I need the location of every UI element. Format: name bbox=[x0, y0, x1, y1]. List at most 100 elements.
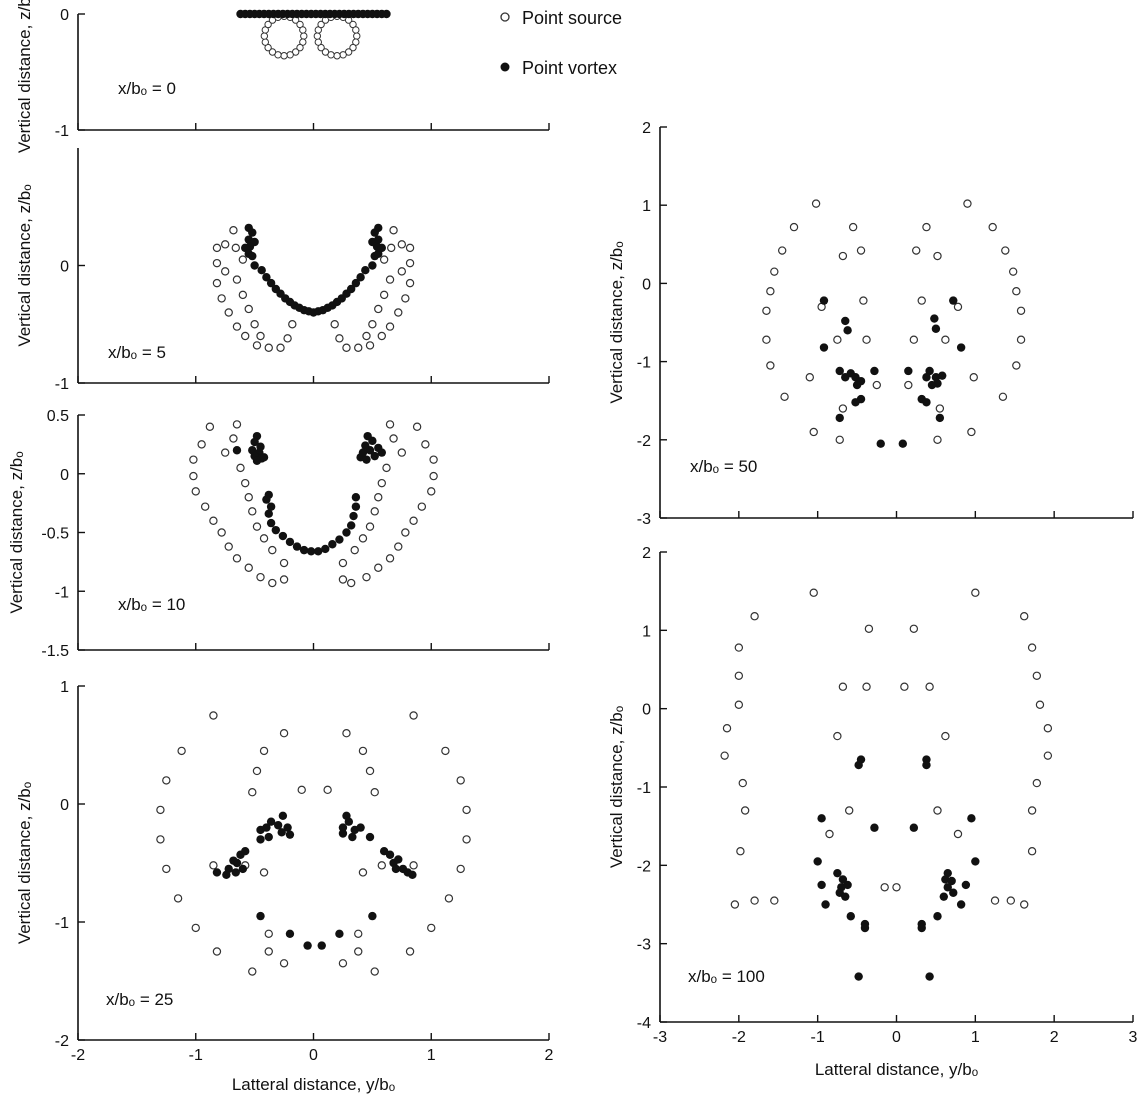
point-source-marker bbox=[462, 835, 471, 844]
point-vortex-marker bbox=[262, 273, 271, 282]
point-vortex-marker bbox=[351, 502, 361, 511]
point-source-marker bbox=[339, 51, 347, 59]
point-source-marker bbox=[220, 448, 230, 457]
point-source-marker bbox=[268, 48, 277, 56]
point-vortex-marker bbox=[338, 823, 348, 832]
point-source-marker bbox=[217, 528, 226, 537]
point-source-marker bbox=[456, 864, 465, 874]
point-source-marker bbox=[409, 711, 418, 720]
point-vortex-marker bbox=[860, 923, 870, 933]
point-source-marker bbox=[988, 222, 997, 232]
point-source-marker bbox=[248, 788, 257, 797]
point-source-marker bbox=[283, 334, 292, 343]
panel-annotation: x/bₒ = 0 bbox=[118, 79, 176, 98]
point-source-marker bbox=[833, 731, 842, 741]
point-vortex-marker bbox=[365, 832, 375, 842]
point-vortex-marker bbox=[262, 495, 271, 504]
point-source-marker bbox=[750, 612, 759, 621]
point-vortex-marker bbox=[256, 835, 265, 844]
point-source-marker bbox=[722, 724, 732, 733]
point-source-marker bbox=[736, 847, 745, 856]
point-vortex-marker bbox=[306, 547, 316, 556]
point-source-marker bbox=[264, 929, 273, 939]
point-source-marker bbox=[750, 896, 759, 905]
point-vortex-marker bbox=[933, 912, 942, 921]
point-vortex-marker bbox=[967, 814, 976, 823]
point-vortex-marker bbox=[314, 547, 323, 556]
point-vortex-marker bbox=[898, 439, 908, 448]
point-source-marker bbox=[770, 267, 779, 276]
point-vortex-marker bbox=[321, 544, 330, 554]
point-vortex-marker bbox=[961, 880, 971, 890]
y-axis-label: Vertical distance, z/bₒ bbox=[15, 0, 34, 153]
point-vortex-marker bbox=[938, 371, 947, 380]
point-vortex-marker bbox=[949, 296, 958, 305]
point-vortex-marker bbox=[266, 502, 276, 511]
point-source-marker bbox=[244, 304, 253, 314]
point-vortex-marker bbox=[266, 817, 276, 826]
panel-annotation: x/bₒ = 10 bbox=[118, 595, 185, 614]
y-tick-label: 0 bbox=[60, 7, 69, 24]
point-vortex-marker bbox=[925, 972, 934, 981]
point-source-marker bbox=[1027, 806, 1037, 815]
point-source-marker bbox=[456, 776, 465, 785]
point-source-marker bbox=[900, 682, 909, 691]
point-source-marker bbox=[925, 682, 934, 691]
point-source-marker bbox=[264, 20, 272, 29]
point-source-marker bbox=[833, 335, 842, 344]
y-tick-label: 0.5 bbox=[47, 408, 69, 425]
point-source-marker bbox=[244, 493, 253, 502]
point-source-marker bbox=[909, 335, 919, 344]
legend-vortex-marker bbox=[500, 62, 510, 72]
point-source-marker bbox=[933, 251, 942, 261]
point-source-marker bbox=[200, 502, 210, 511]
point-source-marker bbox=[231, 243, 240, 253]
y-tick-label: -3 bbox=[637, 511, 651, 528]
point-vortex-marker bbox=[870, 366, 879, 376]
point-source-marker bbox=[862, 335, 871, 344]
point-vortex-marker bbox=[851, 398, 860, 407]
panel-5: -3 -2 -1 0 1 2 Vertical distance, z/bₒ x/bₒ = 5… bbox=[607, 120, 1134, 528]
point-vortex-marker bbox=[922, 373, 931, 382]
point-source-marker bbox=[777, 246, 787, 255]
panel-annotation: x/bₒ = 5 bbox=[108, 343, 166, 362]
x-tick-label: -2 bbox=[732, 1029, 746, 1046]
point-vortex-marker bbox=[299, 545, 309, 555]
point-vortex-marker bbox=[344, 817, 354, 826]
x-tick-label: -1 bbox=[189, 1047, 203, 1064]
point-source-marker bbox=[313, 32, 322, 40]
point-source-marker bbox=[354, 343, 363, 352]
point-source-marker bbox=[405, 278, 415, 288]
point-source-marker bbox=[941, 731, 950, 741]
point-source-marker bbox=[362, 331, 371, 341]
y-tick-label: -1 bbox=[55, 123, 69, 140]
point-vortex-marker bbox=[361, 266, 370, 275]
point-vortex-marker bbox=[394, 855, 403, 864]
point-source-marker bbox=[220, 240, 230, 249]
point-vortex-marker bbox=[374, 235, 383, 244]
point-source-marker bbox=[394, 542, 403, 551]
point-source-marker bbox=[825, 829, 834, 839]
panel-1: -1 0 Vertical distance, z/bₒ x/bₒ = 0 bbox=[15, 0, 550, 153]
point-source-marker bbox=[963, 199, 972, 208]
point-source-marker bbox=[197, 440, 206, 449]
point-source-marker bbox=[232, 275, 242, 284]
point-vortex-marker bbox=[841, 316, 850, 326]
point-vortex-marker bbox=[259, 453, 269, 462]
y-tick-label: -4 bbox=[637, 1015, 651, 1032]
point-source-marker bbox=[354, 947, 363, 956]
point-source-marker bbox=[191, 487, 200, 496]
y-tick-label: 0 bbox=[60, 259, 69, 276]
point-vortex-marker bbox=[348, 832, 357, 842]
point-source-marker bbox=[1032, 671, 1042, 680]
point-vortex-marker bbox=[949, 888, 958, 897]
point-source-marker bbox=[248, 967, 257, 976]
y-tick-label: -1 bbox=[55, 584, 69, 601]
point-source-marker bbox=[1012, 361, 1021, 370]
point-source-marker bbox=[862, 682, 871, 691]
point-source-marker bbox=[217, 294, 226, 303]
point-source-marker bbox=[212, 278, 222, 288]
point-source-marker bbox=[299, 26, 307, 34]
point-vortex-marker bbox=[922, 760, 931, 770]
point-vortex-marker bbox=[408, 870, 417, 879]
